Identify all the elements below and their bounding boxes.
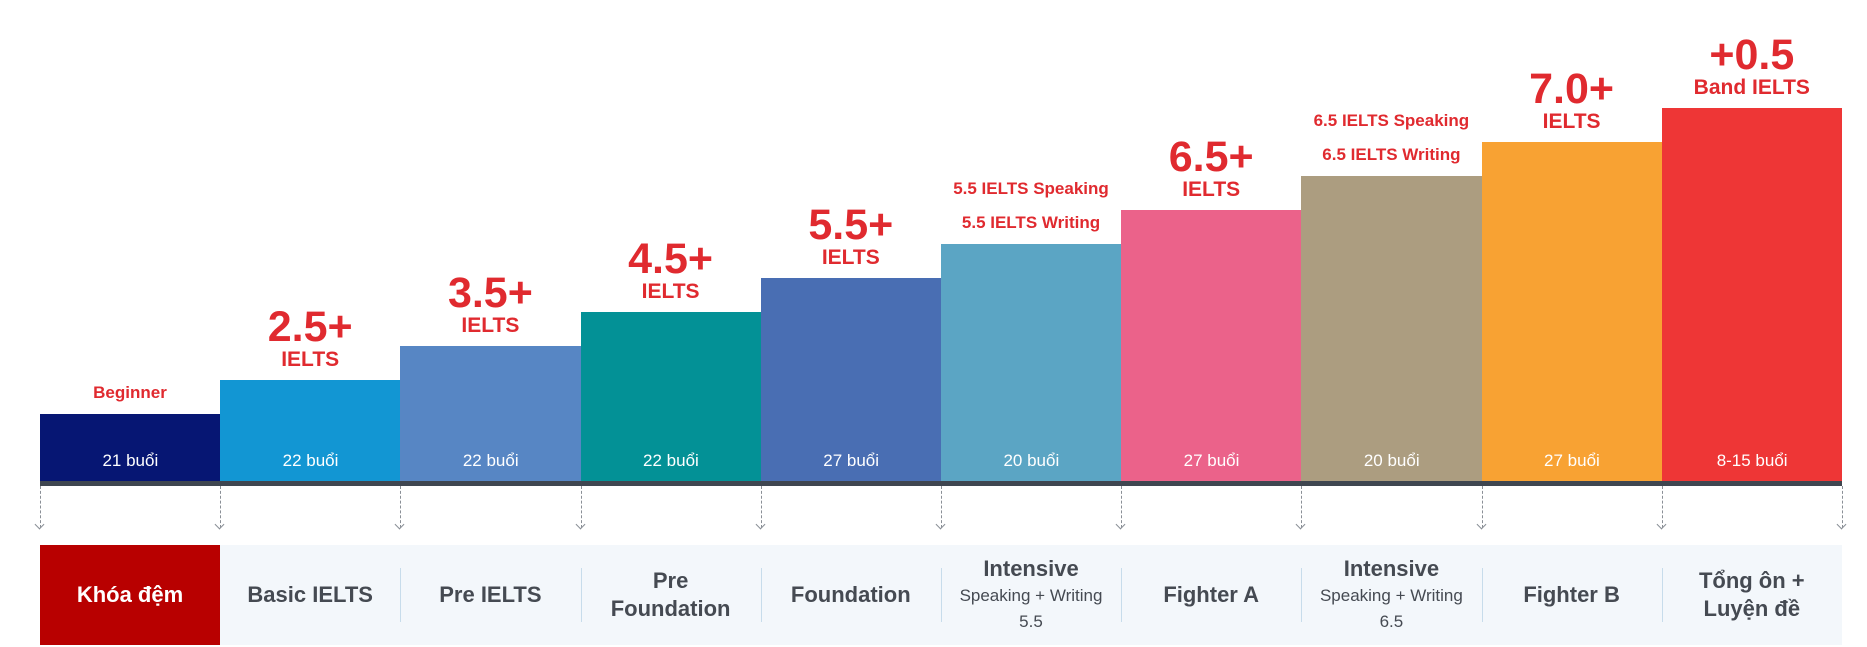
bar-sessions-label: 27 buổi [823,451,880,470]
course-divider [1661,568,1663,622]
bar: 22 buổi [220,380,401,481]
bar-sessions-label: 21 buổi [102,451,159,470]
course-title: Khóa đệm [76,582,184,607]
target-score: 3.5+ [447,269,533,317]
course-title: Pre Foundation [610,568,731,621]
course-divider [760,568,762,622]
target-text: Beginner [93,383,167,402]
down-arrow-icon [1842,486,1843,528]
bar-target-label: +0.5 Band IELTS [1662,34,1842,100]
bar-target-label: 6.5+ IELTS [1121,136,1301,202]
bar-target-label: 5.5+ IELTS [761,204,941,270]
target-score: 4.5+ [628,235,714,283]
course-divider [1121,568,1123,622]
bar: 20 buổi [941,244,1122,481]
down-arrow-icon [1481,486,1483,528]
target-text: Band IELTS [1693,76,1810,99]
down-arrow-icon [941,486,942,528]
bar-sessions-label: 22 buổi [282,451,339,470]
bar-target-label: 4.5+ IELTS [581,238,761,304]
course-item[interactable]: Intensive Speaking + Writing 6.5 [1301,545,1481,645]
course-item[interactable]: Tổng ôn + Luyện đề [1662,545,1842,645]
course-divider [580,568,582,622]
down-arrow-icon [40,486,41,528]
down-arrow-icon [1661,486,1663,528]
target-text: IELTS [461,314,520,337]
course-title: Fighter A [1163,582,1260,607]
target-text: 6.5 IELTS Speaking [1313,111,1470,130]
target-text: IELTS [1542,110,1601,133]
course-item[interactable]: Fighter A [1121,545,1301,645]
bar-target-label: 6.5 IELTS Speaking 6.5 IELTS Writing [1301,104,1481,172]
bar-sessions-label: 27 buổi [1183,451,1240,470]
bar-target-label: 3.5+ IELTS [400,272,580,338]
bar: 22 buổi [400,346,582,481]
course-title: Fighter B [1523,582,1620,607]
bar-target-label: 7.0+ IELTS [1482,68,1662,134]
bar: 27 buổi [1121,210,1302,481]
bar-target-label: 2.5+ IELTS [220,306,400,372]
target-text: IELTS [1182,178,1241,201]
course-title: Basic IELTS [247,582,373,607]
target-score: +0.5 [1709,31,1795,79]
course-item[interactable]: Intensive Speaking + Writing 5.5 [941,545,1121,645]
course-divider [941,568,942,622]
bar-target-label: Beginner [40,376,220,410]
course-item[interactable]: Khóa đệm [40,545,220,645]
down-arrow-icon [220,486,222,528]
down-arrow-icon [760,486,762,528]
course-divider [1301,568,1303,622]
target-text: IELTS [281,348,340,371]
down-arrow-icon [400,486,402,528]
course-title: Intensive [1343,556,1440,581]
course-divider [400,568,402,622]
target-score: 5.5+ [808,201,894,249]
bar-sessions-label: 27 buổi [1544,451,1600,470]
down-arrow-icon [1121,486,1123,528]
target-text: 6.5 IELTS Writing [1322,145,1461,164]
bar: 27 buổi [1481,142,1663,481]
bar: 8-15 buổi [1661,108,1843,481]
course-item[interactable]: Foundation [761,545,941,645]
bar-sessions-label: 22 buổi [462,451,519,470]
bar-sessions-label: 20 buổi [1363,451,1420,470]
bar: 21 buổi [40,414,221,481]
bar: 22 buổi [580,312,762,481]
target-text: IELTS [821,246,880,269]
bar-sessions-label: 8-15 buổi [1716,451,1788,470]
down-arrow-icon [580,486,582,528]
course-title: Tổng ôn + Luyện đề [1698,568,1805,621]
down-arrow-icon [1301,486,1303,528]
course-title: Foundation [790,582,911,607]
target-text: IELTS [641,280,700,303]
target-score: 6.5+ [1168,133,1254,181]
course-divider [1481,568,1483,622]
target-text: 5.5 IELTS Writing [961,213,1101,232]
baseline [40,481,1842,486]
course-item[interactable]: Basic IELTS [220,545,400,645]
course-item[interactable]: Fighter B [1482,545,1662,645]
course-subtitle: Speaking + Writing 6.5 [1319,586,1463,631]
course-item[interactable]: Pre Foundation [581,545,761,645]
target-score: 2.5+ [267,303,353,351]
bar: 20 buổi [1301,176,1483,481]
bar: 27 buổi [760,278,942,481]
course-title: Pre IELTS [439,582,542,607]
bar-target-label: 5.5 IELTS Speaking 5.5 IELTS Writing [941,172,1121,240]
bar-sessions-label: 22 buổi [643,451,699,470]
target-text: 5.5 IELTS Speaking [953,179,1109,198]
course-title: Intensive [983,556,1079,581]
bar-sessions-label: 20 buổi [1003,451,1060,470]
target-score: 7.0+ [1529,65,1615,113]
course-item[interactable]: Pre IELTS [400,545,580,645]
course-subtitle: Speaking + Writing 5.5 [959,586,1103,631]
